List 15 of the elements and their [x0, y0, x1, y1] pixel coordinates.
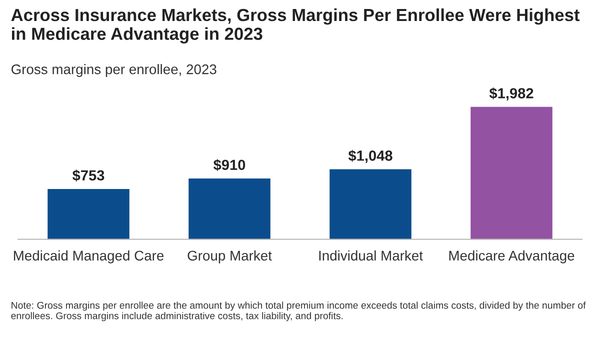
bar: [188, 178, 270, 240]
data-label: $910: [213, 159, 246, 171]
data-label: $1,982: [489, 87, 534, 101]
chart-title: Across Insurance Markets, Gross Margins Per Enrollee Were Highest in Medicare Advantage in 2023: [11, 8, 580, 44]
text: Note: Gross margins per enrollee are the amount by which total premium income exceeds total claims costs, divided by the number of enrollees. Gross margins include administrative costs, tax liability, and profits.: [11, 302, 586, 322]
x-tick-label: Medicare Advantage: [449, 250, 574, 264]
chart-subtitle: Gross margins per enrollee, 2023: [12, 64, 216, 77]
data-label: $753: [72, 170, 104, 182]
x-tick-label: Individual Market: [319, 250, 423, 261]
data-label: $1,048: [348, 150, 392, 163]
x-tick-label: Medicaid Managed Care: [14, 250, 164, 264]
bar: [470, 106, 552, 240]
bar: [48, 188, 130, 240]
bar: [330, 169, 412, 240]
x-tick-label: Group Market: [188, 250, 272, 264]
